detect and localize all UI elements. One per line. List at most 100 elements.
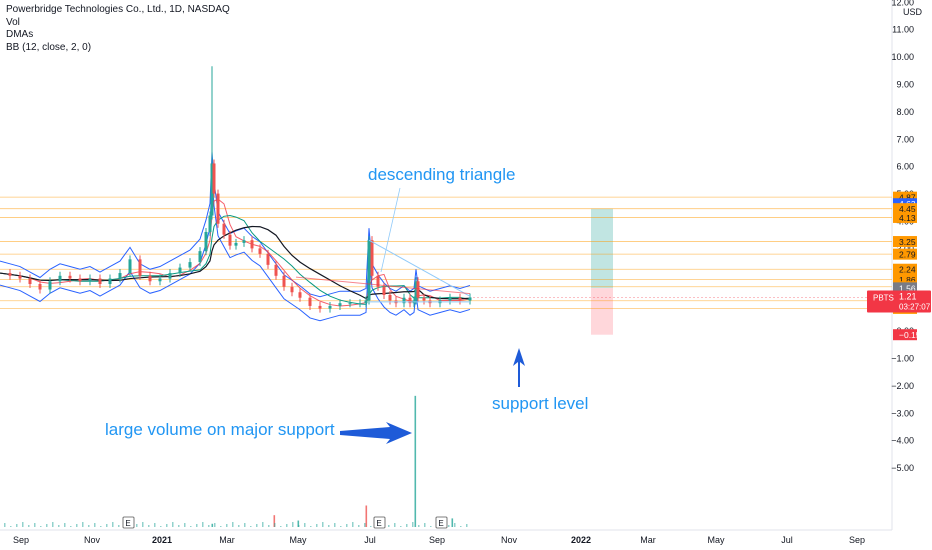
candle-body (158, 278, 162, 282)
y-tick-label: −4.00 (891, 436, 914, 446)
volume-arrow (340, 422, 412, 444)
candle-body (376, 275, 380, 287)
candle-body (250, 240, 254, 249)
volume-bar (286, 524, 288, 527)
x-tick-label: 2022 (571, 535, 591, 545)
y-tick-label: −2.00 (891, 381, 914, 391)
candle-body (318, 305, 322, 309)
annotation-descending-triangle: descending triangle (368, 165, 515, 184)
price-level-tag (893, 203, 917, 215)
volume-bar (316, 524, 318, 527)
volume-bar (28, 525, 30, 527)
volume-bar (460, 526, 462, 527)
candle-body (308, 297, 312, 306)
volume-bar (118, 525, 120, 527)
indicator-vol[interactable]: Vol (6, 16, 20, 28)
bollinger-lower-band (0, 175, 471, 322)
candle-body (228, 234, 232, 246)
candle-body (408, 297, 412, 304)
indicator-dmas[interactable]: DMAs (6, 29, 34, 40)
earnings-marker-label: E (376, 519, 381, 528)
candle-body (148, 275, 152, 282)
y-tick-label: 7.00 (896, 134, 914, 144)
volume-bar (273, 515, 276, 527)
volume-bar (148, 525, 150, 527)
volume-bar (166, 524, 168, 527)
price-level-label: 2.79 (899, 250, 916, 260)
volume-bar (10, 526, 12, 527)
x-tick-label: 2021 (152, 535, 172, 545)
earnings-marker-label: E (125, 519, 130, 528)
candle-body (48, 281, 52, 290)
y-tick-label: 10.00 (891, 52, 914, 62)
price-level-tag (893, 282, 917, 294)
volume-bar (364, 523, 366, 527)
long-position-profit-zone (591, 208, 613, 289)
volume-bar (238, 525, 240, 527)
ticker-symbol: PBTS (873, 293, 894, 302)
price-level-tag (893, 329, 917, 341)
symbol-title[interactable]: Powerbridge Technologies Co., Ltd., 1D, … (6, 4, 230, 15)
x-tick-label: Sep (849, 535, 865, 545)
y-tick-label: −5.00 (891, 463, 914, 473)
candle-body (242, 240, 246, 243)
price-level-tag (893, 263, 917, 275)
long-trend-line (295, 276, 471, 295)
x-tick-label: Jul (364, 535, 376, 545)
candle-body (282, 275, 286, 287)
volume-bar (34, 523, 36, 527)
volume-bar (298, 525, 300, 527)
volume-bar (430, 526, 432, 527)
price-level-tag (893, 248, 917, 260)
candle-body (388, 294, 392, 301)
volume-bar (370, 526, 372, 527)
candle-body (8, 273, 12, 276)
support-arrow (513, 348, 525, 387)
annotation-leader-line (380, 187, 401, 273)
candle-body (204, 231, 208, 252)
price-level-tag (893, 211, 917, 223)
candle-body (88, 278, 92, 282)
x-tick-label: Sep (13, 535, 29, 545)
volume-bar (451, 518, 454, 527)
x-tick-label: Jul (781, 535, 793, 545)
y-tick-label: 8.00 (896, 107, 914, 117)
x-tick-label: May (707, 535, 725, 545)
volume-bar (112, 522, 114, 527)
volume-bar (64, 523, 66, 527)
volume-bar (292, 522, 294, 527)
price-level-label: 1.56 (899, 283, 916, 293)
long-moving-average (0, 225, 471, 300)
long-position-loss-zone (591, 288, 613, 335)
price-level-label: 3.25 (899, 237, 916, 247)
candle-body (108, 278, 112, 285)
volume-bar (226, 524, 228, 527)
volume-bar (40, 526, 42, 527)
volume-bar (424, 523, 426, 527)
volume-bar (190, 526, 192, 527)
annotation-large-volume: large volume on major support (105, 420, 335, 439)
candle-body (367, 240, 371, 301)
volume-bar (310, 526, 312, 527)
volume-bar (454, 523, 456, 527)
candle-body (338, 303, 342, 306)
volume-bar (160, 526, 162, 527)
candle-body (258, 248, 262, 254)
bar-countdown: 03:27:07 (899, 302, 931, 311)
volume-bar (400, 526, 402, 527)
earnings-marker: E (373, 516, 386, 529)
x-tick-label: May (289, 535, 307, 545)
price-level-label: 2.24 (899, 265, 916, 275)
candle-body (28, 278, 32, 285)
volume-bar (256, 524, 258, 527)
x-tick-label: Nov (501, 535, 518, 545)
volume-bar (304, 523, 306, 527)
candle-body (38, 284, 42, 290)
earnings-marker: E (435, 516, 448, 529)
indicator-bb[interactable]: BB (12, close, 2, 0) (6, 41, 92, 53)
currency-label[interactable]: USD (902, 7, 922, 17)
volume-bar (4, 523, 6, 527)
candle-body (414, 281, 418, 301)
candle-body (222, 223, 226, 235)
